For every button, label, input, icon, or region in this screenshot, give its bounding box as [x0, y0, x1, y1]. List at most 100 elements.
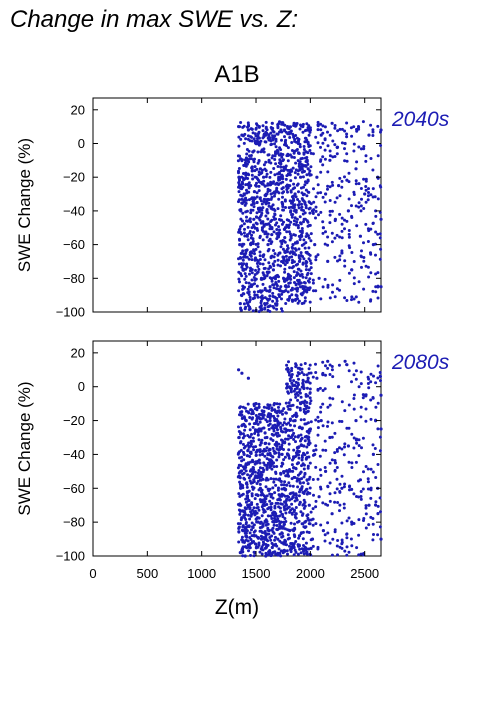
data-point: [301, 130, 305, 134]
data-point: [311, 281, 315, 285]
data-point: [239, 448, 243, 452]
data-point: [355, 160, 359, 164]
data-point: [241, 268, 245, 272]
data-point: [299, 222, 303, 226]
data-point: [319, 405, 323, 409]
data-point: [275, 402, 279, 406]
data-point: [301, 275, 305, 279]
data-point: [279, 128, 283, 132]
data-point: [260, 226, 265, 230]
data-point: [308, 149, 312, 152]
data-point: [245, 265, 249, 269]
data-point: [264, 140, 268, 144]
data-point: [378, 236, 382, 240]
data-point: [306, 376, 310, 380]
data-point: [290, 463, 294, 467]
data-point: [269, 192, 273, 196]
data-point: [257, 469, 261, 472]
data-point: [302, 170, 306, 173]
data-point: [280, 297, 283, 301]
data-point: [267, 133, 271, 137]
data-point: [304, 235, 308, 238]
data-point: [274, 139, 278, 143]
data-point: [287, 495, 291, 499]
data-point: [249, 554, 252, 557]
data-point: [276, 132, 280, 136]
data-point: [340, 400, 344, 404]
data-point: [274, 477, 278, 481]
data-point: [374, 503, 378, 507]
data-point: [302, 209, 305, 212]
data-point: [244, 513, 247, 517]
data-point: [357, 205, 361, 209]
data-point: [307, 367, 311, 371]
data-point: [326, 484, 330, 488]
data-point: [307, 503, 311, 507]
data-point: [253, 293, 257, 297]
data-point: [311, 507, 315, 511]
data-point: [280, 309, 284, 313]
data-point: [296, 262, 300, 266]
data-point: [238, 243, 242, 247]
x-tick-label: 500: [136, 566, 158, 581]
data-point: [248, 531, 252, 535]
data-point: [305, 404, 309, 408]
data-point: [367, 275, 371, 279]
data-point: [283, 263, 287, 267]
data-point: [378, 449, 382, 453]
data-point: [282, 548, 286, 552]
data-point: [277, 453, 281, 456]
data-point: [282, 220, 285, 224]
data-point: [366, 198, 370, 202]
data-point: [328, 403, 332, 407]
data-point: [321, 424, 325, 428]
data-point: [306, 513, 310, 517]
data-point: [307, 124, 311, 128]
data-point: [303, 183, 307, 187]
data-point: [328, 209, 332, 213]
data-point: [295, 148, 299, 151]
data-point: [253, 497, 257, 501]
data-point: [271, 439, 275, 442]
data-point: [250, 494, 254, 498]
data-point: [242, 242, 246, 246]
data-point: [352, 282, 356, 286]
data-point: [287, 223, 291, 227]
data-point: [240, 232, 243, 236]
data-point: [302, 145, 306, 148]
data-point: [284, 254, 288, 258]
data-point: [242, 292, 246, 296]
data-point: [319, 170, 323, 174]
data-point: [307, 246, 311, 250]
data-point: [237, 171, 240, 175]
data-point: [248, 435, 252, 439]
data-point: [283, 455, 287, 459]
data-point: [268, 419, 272, 423]
data-point: [296, 172, 300, 176]
data-point: [304, 241, 308, 245]
data-point: [309, 371, 313, 375]
data-point: [371, 134, 375, 137]
data-point: [299, 470, 303, 474]
data-point: [302, 475, 306, 479]
data-point: [277, 225, 281, 229]
data-point: [264, 449, 268, 453]
data-point: [364, 159, 368, 163]
data-point: [274, 483, 278, 487]
data-point: [251, 131, 255, 135]
data-point: [244, 201, 248, 205]
data-point: [258, 486, 262, 490]
data-point: [342, 502, 346, 506]
data-point: [283, 517, 287, 520]
data-point: [306, 220, 310, 224]
data-point: [304, 164, 308, 168]
data-point: [237, 167, 241, 170]
data-point: [314, 444, 318, 448]
data-point: [294, 134, 298, 137]
data-point: [238, 154, 241, 158]
data-point: [272, 255, 276, 259]
data-point: [253, 258, 257, 262]
data-point: [362, 287, 366, 291]
data-point: [247, 525, 251, 529]
